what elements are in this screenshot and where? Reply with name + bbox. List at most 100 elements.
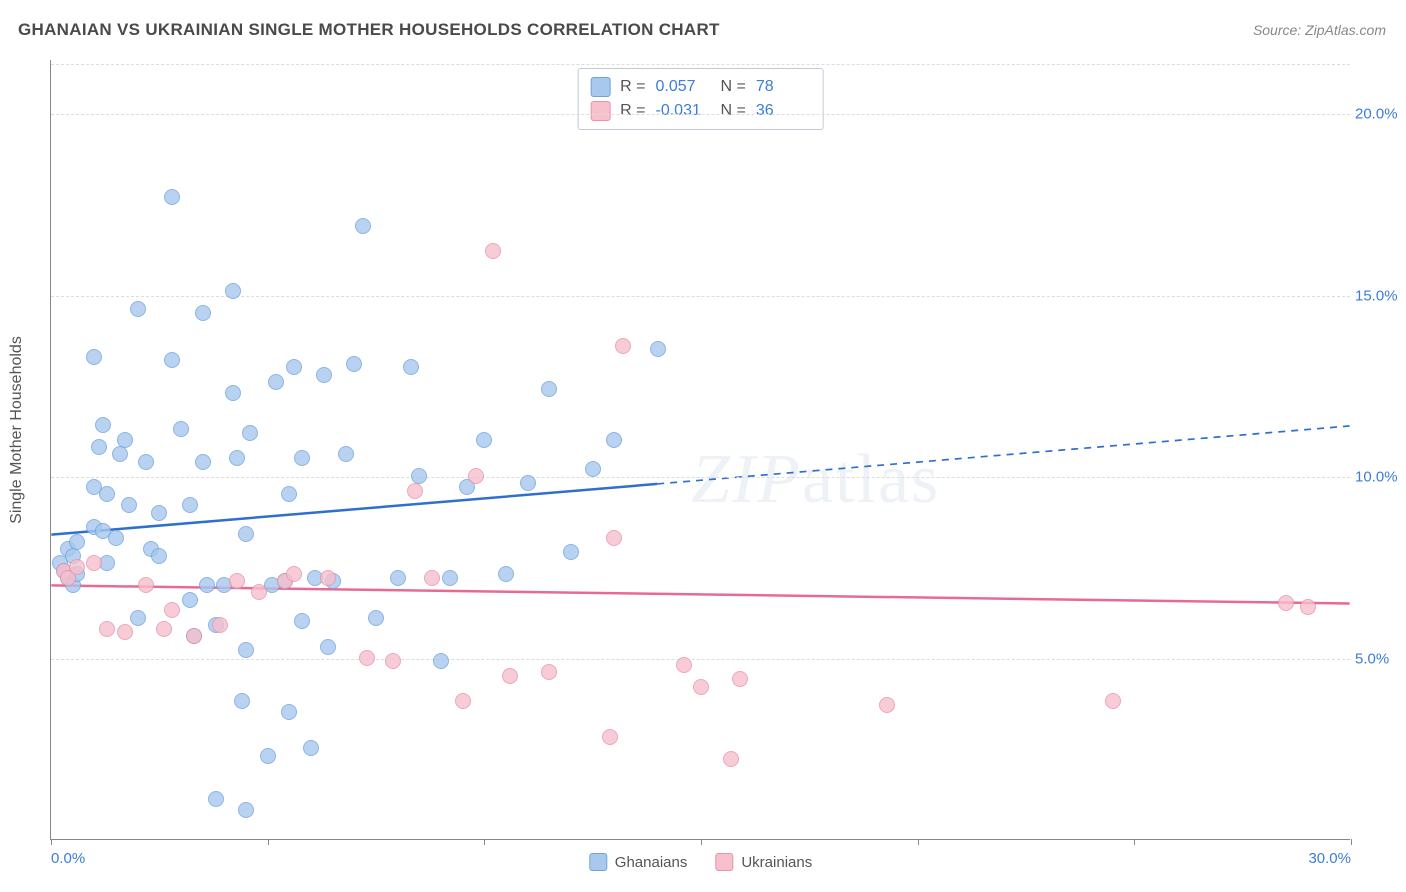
scatter-point [108, 530, 124, 546]
scatter-point [281, 486, 297, 502]
scatter-point [723, 751, 739, 767]
scatter-point [476, 432, 492, 448]
scatter-point [294, 450, 310, 466]
legend-n-label: N = [721, 99, 746, 123]
gridline [51, 659, 1350, 660]
scatter-point [615, 338, 631, 354]
chart-title: GHANAIAN VS UKRAINIAN SINGLE MOTHER HOUS… [18, 20, 720, 40]
scatter-point [260, 748, 276, 764]
scatter-point [1300, 599, 1316, 615]
legend-bottom: GhanaiansUkrainians [589, 853, 812, 871]
scatter-point [879, 697, 895, 713]
scatter-point [485, 243, 501, 259]
scatter-point [502, 668, 518, 684]
scatter-point [268, 374, 284, 390]
watermark: ZIPatlas [691, 440, 940, 520]
scatter-point [229, 450, 245, 466]
scatter-point [732, 671, 748, 687]
x-tick-mark [268, 839, 269, 845]
scatter-point [303, 740, 319, 756]
x-tick-label: 0.0% [51, 850, 85, 867]
source-attribution: Source: ZipAtlas.com [1253, 22, 1386, 38]
scatter-point [121, 497, 137, 513]
scatter-point [541, 381, 557, 397]
scatter-point [164, 602, 180, 618]
scatter-point [286, 566, 302, 582]
scatter-point [1105, 693, 1121, 709]
scatter-point [164, 189, 180, 205]
scatter-point [225, 283, 241, 299]
scatter-point [442, 570, 458, 586]
scatter-point [182, 497, 198, 513]
scatter-point [676, 657, 692, 673]
scatter-point [498, 566, 514, 582]
scatter-point [112, 446, 128, 462]
y-tick-label: 5.0% [1355, 650, 1405, 667]
scatter-point [138, 577, 154, 593]
legend-n-value: 36 [756, 99, 811, 123]
legend-top: R =0.057N =78R =-0.031N =36 [577, 68, 824, 130]
scatter-point [117, 624, 133, 640]
scatter-point [186, 628, 202, 644]
scatter-point [238, 642, 254, 658]
scatter-point [407, 483, 423, 499]
gridline [51, 64, 1350, 65]
legend-top-row: R =-0.031N =36 [590, 99, 811, 123]
scatter-point [225, 385, 241, 401]
scatter-point [606, 432, 622, 448]
scatter-point [99, 486, 115, 502]
x-tick-mark [918, 839, 919, 845]
scatter-point [455, 693, 471, 709]
trendline-dashed [657, 426, 1349, 484]
y-tick-label: 15.0% [1355, 287, 1405, 304]
scatter-point [650, 341, 666, 357]
scatter-point [359, 650, 375, 666]
legend-swatch [590, 77, 610, 97]
legend-r-label: R = [620, 75, 645, 99]
scatter-point [251, 584, 267, 600]
scatter-point [355, 218, 371, 234]
legend-n-label: N = [721, 75, 746, 99]
y-tick-label: 10.0% [1355, 469, 1405, 486]
trendline [51, 585, 1349, 603]
scatter-point [281, 704, 297, 720]
scatter-point [563, 544, 579, 560]
scatter-point [606, 530, 622, 546]
watermark-atlas: atlas [802, 441, 940, 518]
scatter-point [693, 679, 709, 695]
gridline [51, 296, 1350, 297]
plot-area: ZIPatlas R =0.057N =78R =-0.031N =36 Gha… [50, 60, 1350, 840]
scatter-point [541, 664, 557, 680]
scatter-point [156, 621, 172, 637]
scatter-point [151, 505, 167, 521]
scatter-point [520, 475, 536, 491]
y-tick-label: 20.0% [1355, 106, 1405, 123]
scatter-point [130, 301, 146, 317]
scatter-point [234, 693, 250, 709]
scatter-point [173, 421, 189, 437]
scatter-point [212, 617, 228, 633]
scatter-point [99, 621, 115, 637]
scatter-point [390, 570, 406, 586]
trendlines-svg [51, 60, 1350, 839]
trendline [51, 484, 657, 535]
scatter-point [182, 592, 198, 608]
gridline [51, 114, 1350, 115]
scatter-point [403, 359, 419, 375]
scatter-point [242, 425, 258, 441]
x-tick-label: 30.0% [1308, 850, 1351, 867]
scatter-point [117, 432, 133, 448]
legend-r-label: R = [620, 99, 645, 123]
legend-swatch [590, 101, 610, 121]
watermark-zip: ZIP [691, 441, 802, 518]
scatter-point [424, 570, 440, 586]
scatter-point [602, 729, 618, 745]
scatter-point [208, 791, 224, 807]
scatter-point [138, 454, 154, 470]
x-tick-mark [51, 839, 52, 845]
legend-item: Ukrainians [715, 853, 812, 871]
x-tick-mark [1134, 839, 1135, 845]
scatter-point [195, 305, 211, 321]
legend-swatch [715, 853, 733, 871]
scatter-point [385, 653, 401, 669]
